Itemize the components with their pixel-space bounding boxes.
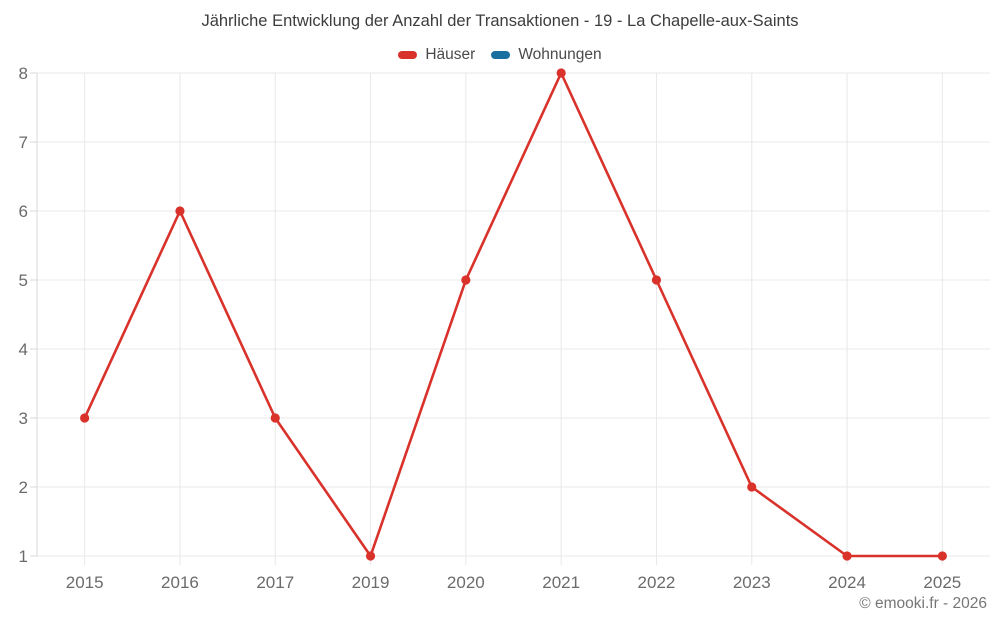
x-tick-label: 2016 <box>161 573 199 592</box>
y-tick-label: 8 <box>19 64 28 83</box>
y-tick-label: 5 <box>19 271 28 290</box>
chart-title: Jährliche Entwicklung der Anzahl der Tra… <box>201 12 799 30</box>
series-line <box>83 71 944 558</box>
data-point[interactable] <box>270 413 280 423</box>
y-tick-label: 7 <box>19 133 28 152</box>
haeuser-swatch-icon <box>398 51 418 59</box>
data-point[interactable] <box>556 68 566 78</box>
data-point[interactable] <box>842 551 852 561</box>
x-tick-label: 2023 <box>733 573 771 592</box>
y-tick-label: 2 <box>19 478 28 497</box>
data-point[interactable] <box>80 413 90 423</box>
x-tick-label: 2022 <box>638 573 676 592</box>
x-tick-label: 2019 <box>352 573 390 592</box>
y-tick-label: 6 <box>19 202 28 221</box>
x-tick-label: 2024 <box>828 573 866 592</box>
x-tick-label: 2021 <box>542 573 580 592</box>
data-point[interactable] <box>651 275 662 285</box>
data-point[interactable] <box>461 275 471 285</box>
footer-credit: © emooki.fr - 2026 <box>859 595 987 612</box>
data-point[interactable] <box>937 551 947 561</box>
x-tick-label: 2017 <box>256 573 294 592</box>
legend-item-haeuser[interactable]: Häuser <box>398 46 475 64</box>
x-tick-label: 2020 <box>447 573 485 592</box>
legend: Häuser Wohnungen <box>0 46 1000 64</box>
data-point[interactable] <box>175 206 185 216</box>
legend-item-wohnungen[interactable]: Wohnungen <box>491 46 602 64</box>
data-point[interactable] <box>747 482 757 492</box>
y-tick-label: 1 <box>19 547 28 566</box>
wohnungen-swatch-icon <box>491 51 511 59</box>
legend-label-haeuser: Häuser <box>425 46 476 63</box>
y-tick-label: 4 <box>19 340 28 359</box>
x-tick-label: 2025 <box>923 573 961 592</box>
data-point[interactable] <box>365 551 376 561</box>
x-tick-label: 2015 <box>66 573 104 592</box>
legend-label-wohnungen: Wohnungen <box>518 46 602 63</box>
y-tick-label: 3 <box>19 409 28 428</box>
